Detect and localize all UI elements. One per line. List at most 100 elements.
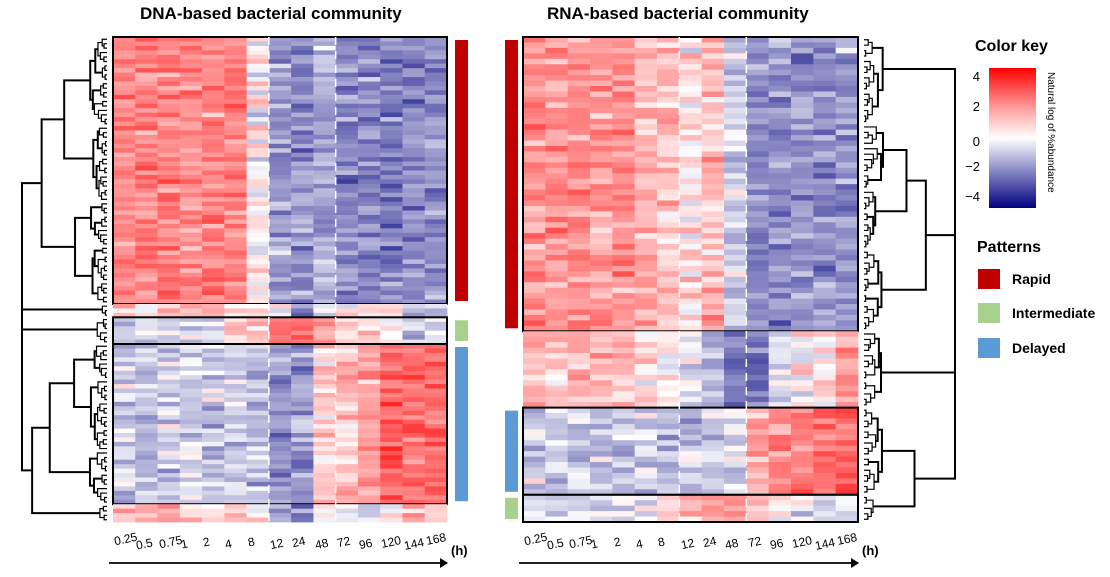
heatmap-cell [335,37,359,42]
heatmap-cell [523,391,546,398]
heatmap-cell [590,69,613,76]
heatmap-cell [268,263,292,269]
heatmap-cell [768,363,792,370]
heatmap-cell [835,124,859,131]
heatmap-cell [202,183,225,189]
heatmap-cell [135,437,158,443]
heatmap-cell [567,124,591,131]
heatmap-cell [634,451,658,458]
heatmap-cell [724,249,747,256]
heatmap-cell [335,357,359,363]
heatmap-cell [545,118,569,125]
heatmap-cell [545,205,569,212]
heatmap-cell [202,330,225,336]
heatmap-cell [590,331,613,338]
heatmap-cell [612,37,636,43]
heatmap-cell [791,374,814,381]
heatmap-cell [701,118,725,125]
heatmap-cell [313,94,337,100]
heatmap-cell [612,211,636,218]
heatmap-cell [202,152,225,158]
heatmap-cell [402,268,426,274]
heatmap-cell [313,90,337,96]
heatmap-cell [313,45,337,51]
heatmap-cell [701,516,725,523]
dendrogram-branch [99,363,107,373]
heatmap-cell [179,477,203,483]
heatmap-cell [791,47,814,54]
heatmap-cell [246,513,270,518]
heatmap-cell [179,214,203,220]
heatmap-cell [157,361,181,367]
heatmap-cell [313,335,337,340]
heatmap-cell [701,325,725,332]
dendrogram-branch [97,41,103,57]
heatmap-cell [701,282,725,289]
heatmap-cell [523,156,546,163]
heatmap-cell [424,339,448,345]
heatmap-cell [357,384,381,389]
heatmap-cell [157,250,181,256]
heatmap-cell [701,53,725,60]
heatmap-cell [545,391,569,398]
pattern-bar-rapid [455,40,468,301]
heatmap-cell [113,370,136,376]
heatmap-cell [135,415,158,421]
heatmap-cell [657,429,680,436]
heatmap-cell [424,348,448,354]
heatmap-cell [724,369,747,376]
heatmap-cell [545,189,569,196]
heatmap-cell [424,366,448,372]
heatmap-cell [246,63,270,69]
heatmap-cell [724,58,747,65]
heatmap-cell [357,321,381,327]
heatmap-cell [791,140,814,147]
heatmap-cell [246,50,270,56]
heatmap-cell [791,494,814,501]
heatmap-cell [157,246,181,251]
heatmap-cell [313,486,337,492]
pattern-bar-delayed [455,347,468,502]
heatmap-cell [291,134,314,140]
heatmap-cell [291,250,314,256]
heatmap-cell [179,392,203,398]
heatmap-cell [523,287,546,294]
heatmap-cell [657,287,680,294]
heatmap-cell [224,410,247,416]
heatmap-cell [268,277,292,283]
heatmap-cell [202,99,225,105]
heatmap-cell [357,455,381,461]
dendrogram-branch [103,92,107,98]
heatmap-cell [291,410,314,416]
dendrogram-branch [874,352,883,393]
heatmap-cell [612,287,636,294]
heatmap-cell [523,227,546,234]
heatmap-cell [313,206,337,211]
heatmap-cell [567,113,591,120]
heatmap-cell [768,429,792,436]
heatmap-cell [113,90,136,96]
heatmap-cell [701,156,725,163]
heatmap-cell [657,151,680,158]
heatmap-cell [335,295,359,300]
heatmap-cell [268,170,292,176]
heatmap-cell [380,41,403,47]
heatmap-cell [268,72,292,78]
heatmap-cell [424,85,448,91]
heatmap-cell [724,254,747,261]
heatmap-cell [246,246,270,251]
dendrogram-branch [104,65,107,71]
heatmap-cell [657,353,680,359]
heatmap-cell [634,369,658,376]
heatmap-cell [335,499,359,505]
heatmap-cell [135,143,158,149]
heatmap-cell [634,347,658,354]
heatmap-cell [657,516,680,523]
heatmap-cell [424,433,448,438]
heatmap-cell [679,276,703,283]
heatmap-cell [135,117,158,122]
heatmap-cell [313,330,337,336]
heatmap-cell [746,260,770,267]
heatmap-cell [634,331,658,338]
heatmap-cell [380,108,403,114]
